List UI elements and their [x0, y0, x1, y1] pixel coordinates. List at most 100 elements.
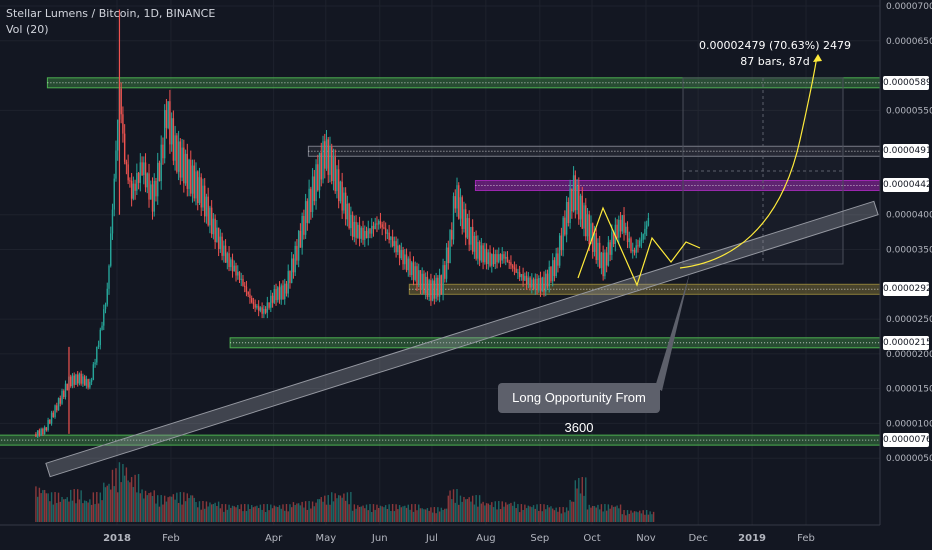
candle-body — [224, 245, 227, 263]
candle-body — [475, 235, 477, 259]
volume-bar — [357, 505, 359, 522]
candle-body — [602, 252, 604, 277]
candle-body — [191, 165, 194, 194]
candle-body — [179, 141, 182, 178]
candle-body — [217, 227, 220, 249]
volume-bar — [518, 512, 521, 522]
candle-body — [428, 280, 430, 298]
measure-change: 0.00002479 (70.63%) 2479 — [699, 39, 851, 52]
candle-body — [346, 203, 349, 220]
volume-bar — [49, 501, 51, 522]
candle-body — [317, 164, 319, 191]
volume-bar — [108, 483, 110, 522]
volume-bar — [137, 474, 140, 522]
candle-body — [78, 373, 81, 384]
candle-body — [83, 376, 86, 386]
volume-bar — [163, 495, 166, 522]
candle-body — [508, 262, 510, 264]
volume-bar — [369, 504, 371, 522]
candle-body — [331, 147, 333, 182]
volume-bar — [256, 505, 258, 522]
candle-body — [532, 279, 535, 290]
price-level-label: 0.00004420 — [883, 178, 932, 193]
candle-body — [303, 216, 305, 235]
candle-body — [503, 254, 505, 259]
candle-body — [418, 270, 420, 285]
volume-bar — [461, 501, 463, 522]
candle-body — [134, 183, 136, 191]
x-tick-label: Aug — [476, 533, 496, 544]
candle-body — [249, 294, 251, 299]
projection-arrowhead — [813, 54, 822, 62]
candle-body — [329, 147, 331, 175]
volume-bar — [529, 506, 531, 522]
volume-bar — [83, 500, 86, 522]
candle-body — [169, 101, 171, 145]
candle-body — [38, 430, 41, 436]
volume-bar — [172, 494, 175, 522]
candle-body — [292, 258, 295, 273]
candle-body — [155, 180, 157, 197]
volume-bar — [593, 506, 596, 522]
volume-bar — [557, 511, 559, 522]
volume-bar — [45, 493, 48, 522]
candle-body — [461, 197, 463, 229]
volume-bar — [383, 507, 385, 522]
volume-bar — [527, 505, 530, 522]
volume-bar — [619, 504, 622, 522]
volume-bar — [397, 509, 399, 522]
candle-body — [440, 275, 443, 295]
volume-bar — [344, 500, 347, 522]
candle-body — [499, 254, 502, 261]
candle-body — [395, 241, 397, 253]
volume-bar — [409, 509, 411, 522]
candle-body — [284, 283, 286, 300]
wave-pattern — [577, 206, 701, 287]
volume-bar — [511, 505, 514, 522]
volume-bar — [217, 501, 220, 522]
candle-body — [90, 379, 93, 382]
symbol-title[interactable]: Stellar Lumens / Bitcoin, 1D, BINANCE — [6, 7, 216, 20]
volume-bar — [449, 490, 451, 522]
candle-body — [444, 265, 446, 279]
volume-bar — [578, 478, 580, 522]
volume-bar — [545, 509, 547, 522]
volume-bar — [560, 513, 563, 522]
measure-box — [682, 77, 844, 265]
volume-bar — [285, 504, 288, 522]
volume-bar — [315, 502, 317, 522]
candle-body — [144, 162, 147, 188]
long-opportunity-callout[interactable]: Long Opportunity From 3600 — [498, 383, 660, 435]
volume-bar — [598, 509, 601, 522]
volume-bar — [388, 504, 390, 522]
candle-body — [644, 228, 646, 235]
volume-bar — [261, 509, 263, 522]
volume-bar — [384, 505, 387, 522]
volume-bar — [350, 492, 352, 522]
volume-bar — [273, 505, 275, 522]
volume-bar — [612, 506, 615, 522]
volume-bar — [231, 505, 234, 522]
volume-bar — [485, 503, 488, 522]
candle-body — [256, 305, 258, 308]
volume-bar — [456, 489, 458, 522]
x-tick-label: Feb — [797, 533, 815, 544]
volume-bar — [381, 506, 383, 522]
x-tick-label: Feb — [162, 533, 180, 544]
volume-legend[interactable]: Vol (20) — [6, 23, 49, 36]
volume-bar — [56, 502, 58, 522]
volume-bar — [458, 504, 460, 522]
time-axis[interactable]: 2018 Feb Apr May Jun Jul Aug Sep Oct Nov Dec 2019 Fe… — [0, 524, 880, 544]
volume-bar — [508, 503, 510, 522]
volume-bar — [89, 499, 91, 522]
x-tick-label: Jul — [425, 533, 438, 544]
candle-body — [501, 254, 503, 261]
y-tick-label: 0.00000500 — [886, 454, 932, 464]
volume-bar — [611, 505, 613, 522]
candle-body — [562, 217, 564, 251]
candle-body — [473, 235, 476, 252]
candle-body — [360, 227, 362, 239]
volume-bar — [271, 508, 274, 522]
